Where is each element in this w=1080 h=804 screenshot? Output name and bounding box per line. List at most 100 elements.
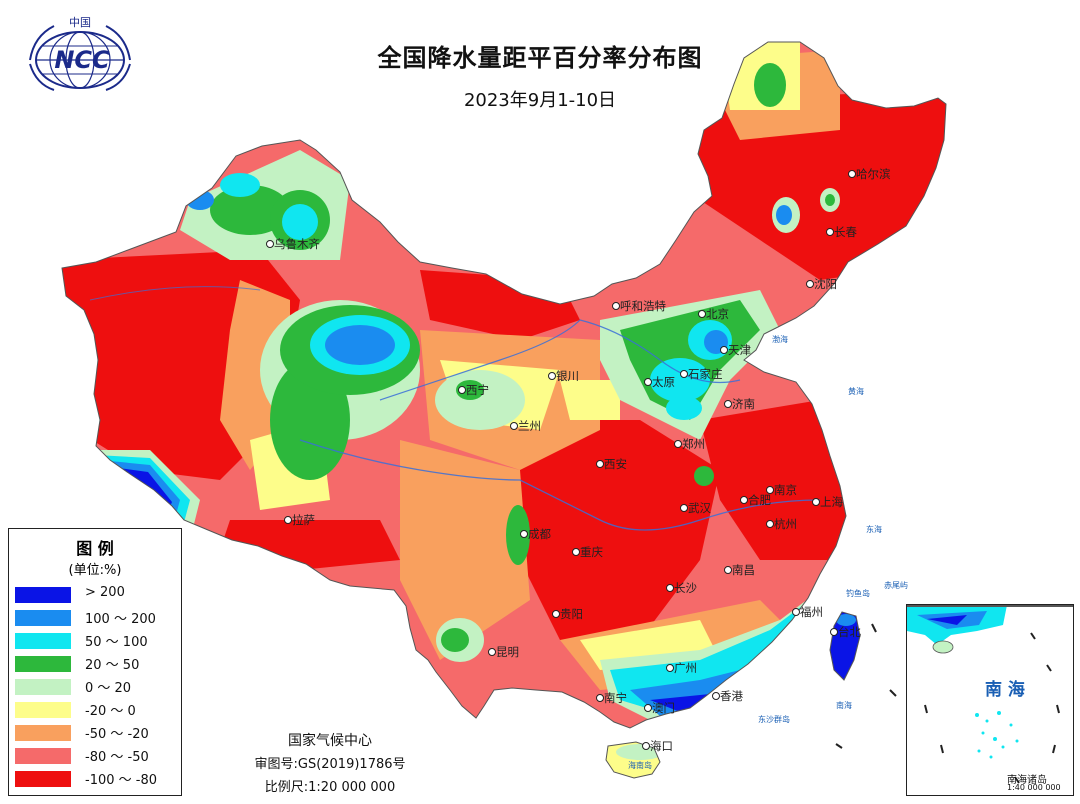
inset-map <box>907 605 1073 784</box>
city-marker <box>680 504 688 512</box>
city-marker <box>548 372 556 380</box>
footer-approval: 审图号:GS(2019)1786号 <box>254 757 406 772</box>
city-label: 西宁 <box>466 383 489 397</box>
legend-swatch <box>15 748 71 764</box>
sea-label: 赤尾屿 <box>884 581 908 590</box>
city-marker <box>724 566 732 574</box>
city-marker <box>644 704 652 712</box>
sea-label: 黄海 <box>848 387 864 396</box>
south-china-sea-inset: 南 海 南海诸岛 1:40 000 000 <box>906 604 1074 796</box>
sea-label: 南海 <box>836 701 852 710</box>
city-label: 银川 <box>556 369 579 383</box>
city-marker <box>680 370 688 378</box>
footer-agency: 国家气候中心 <box>288 733 372 749</box>
city-label: 拉萨 <box>292 513 315 527</box>
legend-unit: (单位:%) <box>68 563 122 578</box>
sea-label: 东沙群岛 <box>758 715 790 724</box>
legend-label: 50 ～ 100 <box>85 635 148 650</box>
footer-scale: 比例尺:1:20 000 000 <box>264 780 396 795</box>
city-label: 长春 <box>834 225 857 239</box>
legend-box: 图 例 (单位:%) > 200 100 ～ 200 50 ～ 100 20 ～ 50… <box>8 528 182 796</box>
map-subtitle: 2023年9月1-10日 <box>463 90 617 111</box>
legend-label: -50 ～ -20 <box>85 727 149 742</box>
legend-label: > 200 <box>85 585 125 600</box>
city-marker <box>642 742 650 750</box>
inset-scale: 1:40 000 000 <box>1007 783 1061 792</box>
city-marker <box>572 548 580 556</box>
city-label: 南京 <box>774 483 797 497</box>
city-label: 成都 <box>528 527 551 541</box>
city-marker <box>826 228 834 236</box>
city-label: 上海 <box>820 495 843 509</box>
city-marker <box>666 664 674 672</box>
legend-swatch <box>15 633 71 649</box>
city-label: 西安 <box>604 457 627 471</box>
logo-ncc-text: NCC <box>54 46 110 74</box>
logo-top-text: 中国 <box>69 16 91 29</box>
city-marker <box>806 280 814 288</box>
city-label: 太原 <box>652 375 675 389</box>
city-marker <box>766 486 774 494</box>
legend-swatch <box>15 610 71 626</box>
city-marker <box>596 694 604 702</box>
city-marker <box>666 584 674 592</box>
city-label: 澳门 <box>652 701 675 715</box>
city-marker <box>458 386 466 394</box>
city-marker <box>520 530 528 538</box>
city-label: 昆明 <box>496 645 519 659</box>
city-marker <box>596 460 604 468</box>
city-label: 香港 <box>720 689 743 703</box>
city-label: 广州 <box>674 661 697 675</box>
city-label: 武汉 <box>688 501 711 515</box>
city-label: 长沙 <box>674 581 697 595</box>
legend-label: 0 ～ 20 <box>85 681 132 696</box>
sea-label: 东海 <box>866 525 882 534</box>
city-marker <box>724 400 732 408</box>
map-title: 全国降水量距平百分率分布图 <box>377 44 703 72</box>
city-label: 杭州 <box>774 517 797 531</box>
city-label: 南昌 <box>732 563 755 577</box>
legend-swatch <box>15 725 71 741</box>
city-marker <box>848 170 856 178</box>
city-label: 兰州 <box>518 419 541 433</box>
city-label: 郑州 <box>682 437 705 451</box>
ncc-globe-logo: 中国 NCC <box>29 16 131 91</box>
city-label: 贵阳 <box>560 607 583 621</box>
city-label: 济南 <box>732 397 755 411</box>
city-marker <box>792 608 800 616</box>
city-marker <box>266 240 274 248</box>
legend-swatch <box>15 656 71 672</box>
legend-swatch <box>15 679 71 695</box>
city-label: 哈尔滨 <box>856 167 891 181</box>
city-label: 石家庄 <box>688 367 723 381</box>
city-label: 合肥 <box>748 493 771 507</box>
city-marker <box>284 516 292 524</box>
city-label: 重庆 <box>580 545 603 559</box>
city-marker <box>488 648 496 656</box>
city-label: 南宁 <box>604 691 627 705</box>
city-marker <box>830 628 838 636</box>
city-marker <box>712 692 720 700</box>
city-label: 福州 <box>800 605 823 619</box>
legend-label: 100 ～ 200 <box>85 612 156 627</box>
city-marker <box>766 520 774 528</box>
city-marker <box>674 440 682 448</box>
city-label: 天津 <box>728 343 751 357</box>
legend-label: -100 ～ -80 <box>85 773 158 788</box>
legend-swatch <box>15 702 71 718</box>
city-label: 呼和浩特 <box>620 299 666 313</box>
city-label: 北京 <box>706 307 729 321</box>
city-marker <box>552 610 560 618</box>
city-marker <box>644 378 652 386</box>
city-label: 海口 <box>650 739 673 753</box>
legend-label: -80 ～ -50 <box>85 750 149 765</box>
sea-label: 海南岛 <box>628 761 652 770</box>
inset-islands-label: 南海诸岛 <box>1007 775 1047 786</box>
city-marker <box>740 496 748 504</box>
sea-label: 钓鱼岛 <box>846 589 870 598</box>
city-marker <box>812 498 820 506</box>
inset-sea-label: 南 海 <box>985 680 1025 700</box>
city-marker <box>612 302 620 310</box>
legend-label: 20 ～ 50 <box>85 658 140 673</box>
